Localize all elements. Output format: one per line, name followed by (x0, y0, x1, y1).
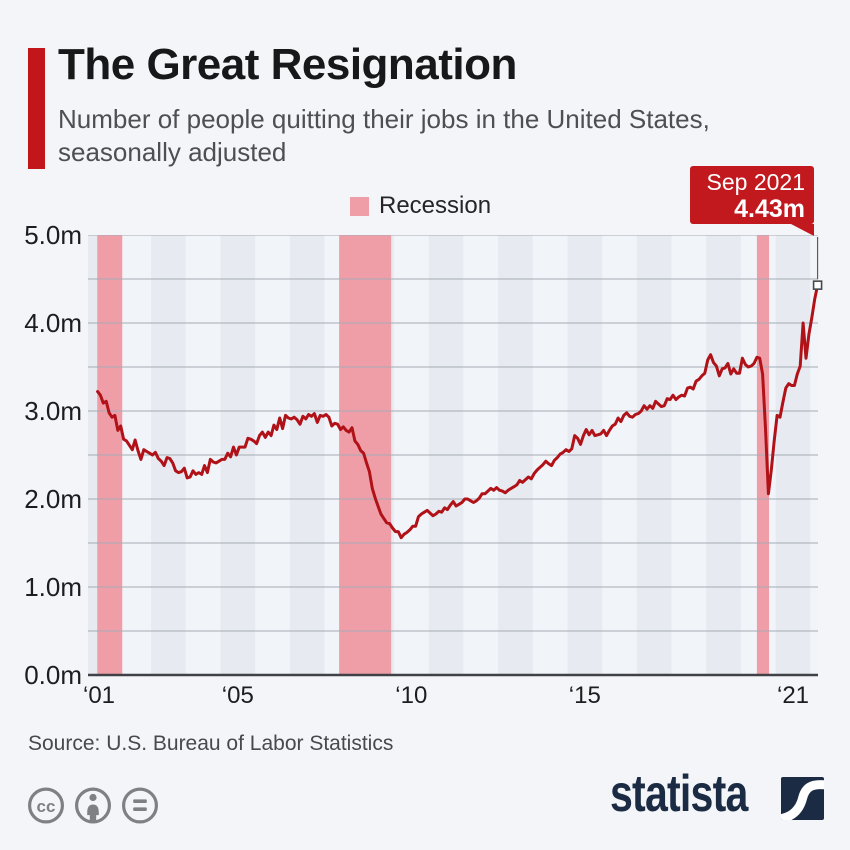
subtitle-line-2: seasonally adjusted (58, 137, 287, 167)
last-point-marker (812, 280, 823, 290)
brand-logo: statista (610, 768, 826, 824)
callout-pointer (791, 224, 814, 236)
x-tick-label: ‘21 (777, 682, 809, 709)
quits-line (96, 283, 818, 540)
plot-area (88, 235, 818, 675)
x-tick-label: ‘05 (222, 682, 254, 709)
y-tick-label: 3.0m (24, 396, 82, 426)
subtitle-line-1: Number of people quitting their jobs in … (58, 104, 710, 134)
legend-label: Recession (379, 192, 492, 219)
license-icons: cc (28, 787, 158, 824)
source-note: Source: U.S. Bureau of Labor Statistics (28, 732, 394, 755)
cc-icon: cc (28, 787, 64, 824)
x-tick-label: ‘01 (83, 682, 115, 709)
y-tick-label: 5.0m (24, 220, 82, 250)
legend: Recession (350, 192, 491, 220)
y-tick-label: 4.0m (24, 308, 82, 338)
callout-value: 4.43m (734, 195, 805, 223)
x-tick-label: ‘10 (395, 682, 427, 709)
equals-icon (121, 787, 158, 824)
x-tick-label: ‘15 (569, 682, 601, 709)
brand-wordmark: statista (610, 765, 748, 823)
y-tick-label: 0.0m (24, 660, 82, 690)
recession-swatch (350, 196, 369, 216)
y-tick-label: 2.0m (24, 484, 82, 514)
page-title: The Great Resignation (58, 40, 517, 89)
last-value-callout: Sep 2021 4.43m (690, 166, 814, 236)
page-subtitle: Number of people quitting their jobs in … (58, 103, 828, 169)
title-accent-bar (28, 48, 45, 169)
y-tick-label: 1.0m (24, 572, 82, 602)
attribution-icon (74, 787, 111, 824)
callout-date: Sep 2021 (706, 169, 805, 195)
brand-square-icon (781, 777, 824, 820)
svg-text:cc: cc (37, 797, 56, 816)
